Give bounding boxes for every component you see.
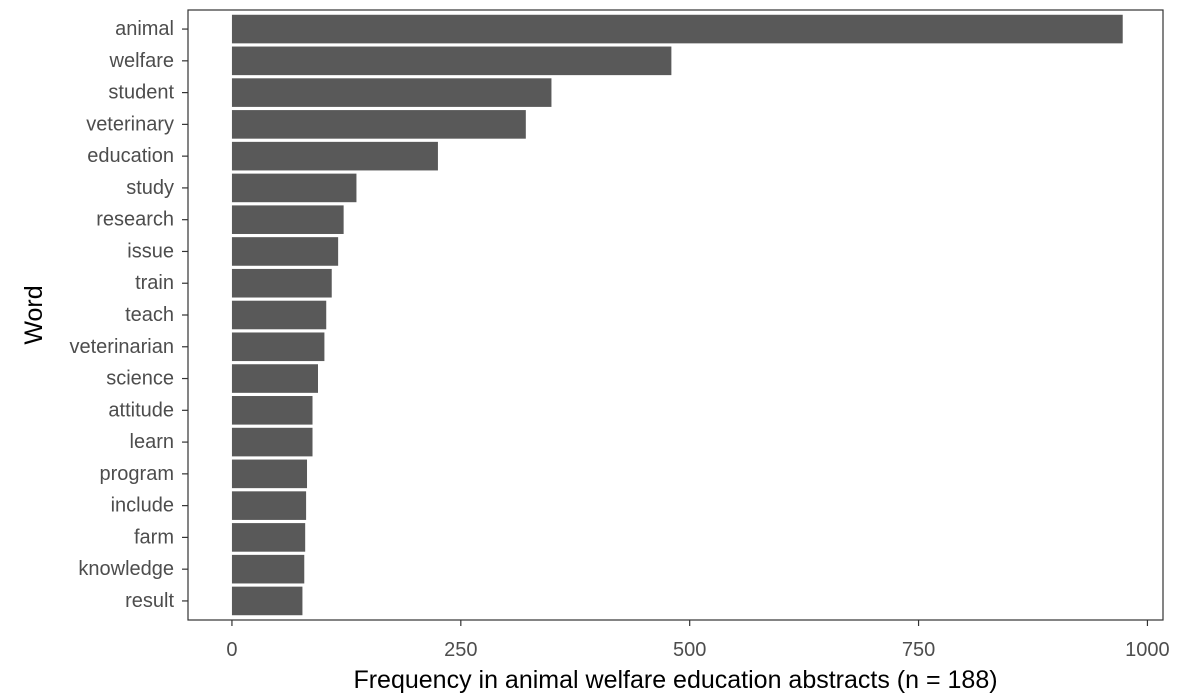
bar-program bbox=[231, 459, 308, 489]
x-tick-label: 0 bbox=[226, 639, 237, 661]
x-tick-label: 1000 bbox=[1125, 639, 1170, 661]
bar-research bbox=[231, 205, 344, 234]
y-tick-label: knowledge bbox=[78, 558, 174, 580]
bar-issue bbox=[231, 237, 339, 266]
bar-veterinary bbox=[231, 110, 526, 139]
bar-veterinarian bbox=[231, 332, 325, 362]
y-tick-label: welfare bbox=[109, 50, 174, 72]
bar-attitude bbox=[231, 396, 313, 425]
y-tick-label: student bbox=[108, 82, 174, 104]
bar-include bbox=[231, 491, 307, 520]
bar-result bbox=[231, 586, 303, 616]
bar-welfare bbox=[231, 46, 672, 76]
y-tick-label: result bbox=[125, 590, 174, 612]
bar-knowledge bbox=[231, 554, 305, 584]
y-tick-label: include bbox=[111, 495, 174, 517]
y-tick-label: train bbox=[135, 272, 174, 294]
y-tick-label: education bbox=[87, 145, 174, 167]
y-axis-title: Word bbox=[20, 285, 48, 344]
bar-train bbox=[231, 268, 332, 298]
y-axis: animal welfare student veterinary education s… bbox=[69, 18, 188, 612]
bar-study bbox=[231, 173, 357, 203]
y-tick-label: program bbox=[100, 463, 174, 485]
bar-animal bbox=[231, 14, 1123, 44]
bar-science bbox=[231, 364, 318, 393]
y-tick-label: attitude bbox=[108, 399, 174, 421]
bars-group bbox=[231, 14, 1123, 616]
y-tick-label: learn bbox=[130, 431, 174, 453]
x-axis-title: Frequency in animal welfare education ab… bbox=[353, 666, 997, 694]
x-tick-label: 500 bbox=[673, 639, 706, 661]
bar-farm bbox=[231, 523, 306, 552]
bar-teach bbox=[231, 300, 327, 330]
y-tick-label: veterinarian bbox=[69, 336, 174, 358]
y-tick-label: research bbox=[96, 209, 174, 231]
y-tick-label: issue bbox=[127, 240, 174, 262]
x-axis: 0 250 500 750 1000 bbox=[226, 620, 1170, 661]
y-tick-label: teach bbox=[125, 304, 174, 326]
bar-learn bbox=[231, 427, 313, 457]
y-tick-label: veterinary bbox=[86, 113, 174, 135]
x-tick-label: 250 bbox=[444, 639, 477, 661]
y-tick-label: animal bbox=[115, 18, 174, 40]
y-tick-label: study bbox=[126, 177, 174, 199]
y-tick-label: farm bbox=[134, 526, 174, 548]
bar-student bbox=[231, 78, 552, 107]
bar-education bbox=[231, 141, 438, 171]
y-tick-label: science bbox=[106, 368, 174, 390]
x-tick-label: 750 bbox=[902, 639, 935, 661]
